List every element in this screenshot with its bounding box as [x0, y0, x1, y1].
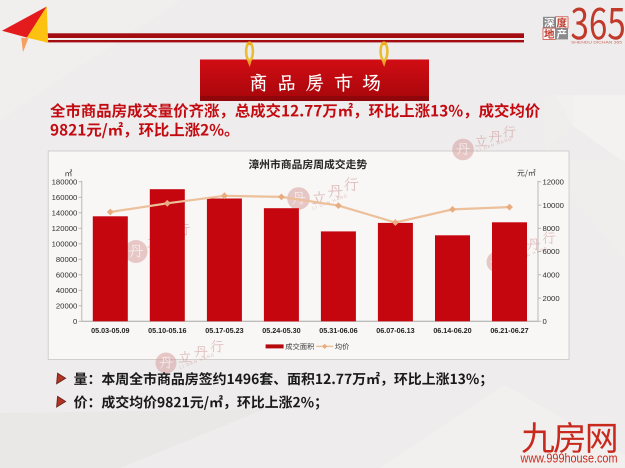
svg-text:06.21-06.27: 06.21-06.27: [490, 326, 528, 335]
svg-text:60000: 60000: [56, 271, 77, 280]
svg-text:2000: 2000: [543, 294, 560, 303]
svg-text:0: 0: [543, 317, 547, 326]
svg-text:160000: 160000: [52, 193, 78, 202]
svg-text:05.10-05.16: 05.10-05.16: [148, 326, 186, 335]
svg-text:www.999house.com: www.999house.com: [520, 450, 618, 465]
svg-text:4000: 4000: [543, 271, 560, 280]
svg-text:20000: 20000: [56, 302, 77, 311]
svg-text:SHENDU DICHAN 365: SHENDU DICHAN 365: [571, 40, 622, 44]
svg-text:05.31-06.06: 05.31-06.06: [319, 326, 357, 335]
svg-text:40000: 40000: [56, 286, 77, 295]
svg-text:06.07-06.13: 06.07-06.13: [376, 326, 414, 335]
svg-text:80000: 80000: [56, 255, 77, 264]
svg-text:8000: 8000: [543, 224, 560, 233]
svg-text:06.14-06.20: 06.14-06.20: [433, 326, 471, 335]
svg-text:05.17-05.23: 05.17-05.23: [205, 326, 243, 335]
svg-text:180000: 180000: [52, 178, 78, 187]
svg-text:0: 0: [73, 317, 77, 326]
svg-text:05.03-05.09: 05.03-05.09: [91, 326, 129, 335]
svg-text:10000: 10000: [543, 201, 564, 210]
svg-text:6000: 6000: [543, 247, 560, 256]
svg-text:140000: 140000: [52, 209, 78, 218]
svg-text:05.24-05.30: 05.24-05.30: [262, 326, 300, 335]
svg-text:12000: 12000: [543, 178, 564, 187]
svg-text:100000: 100000: [52, 240, 78, 249]
svg-text:120000: 120000: [52, 224, 78, 233]
